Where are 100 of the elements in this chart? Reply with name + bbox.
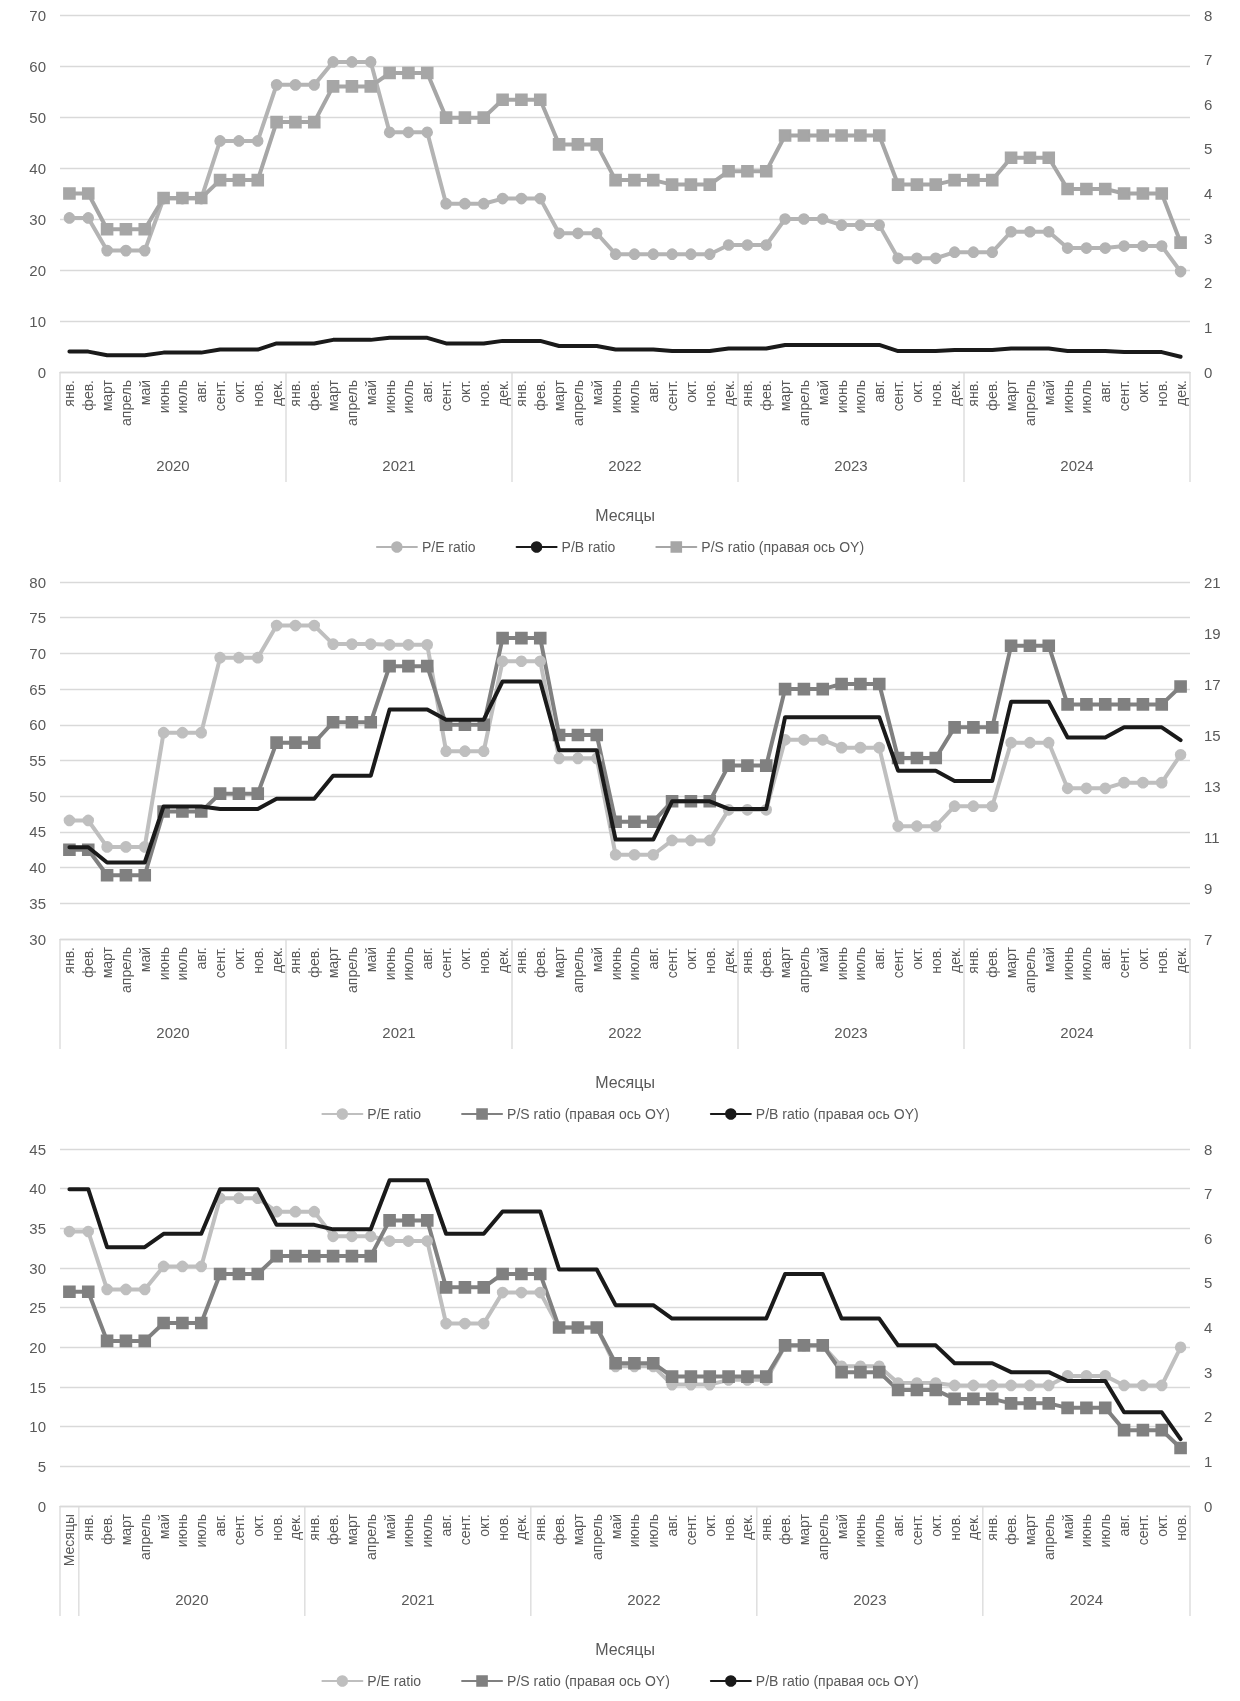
legend-label: P/S ratio (правая ось OY)	[507, 1673, 670, 1689]
x-tick-label: авг.	[1097, 947, 1114, 970]
x-tick-label: сент.	[212, 380, 229, 412]
point	[759, 1370, 773, 1383]
x-tick-label: окт.	[927, 1514, 944, 1537]
x-tick-label: май	[362, 947, 379, 973]
x-tick-label: сент.	[212, 947, 229, 979]
x-tick-label: сент.	[890, 947, 907, 979]
point	[270, 619, 283, 632]
point	[326, 1249, 340, 1263]
point	[609, 1356, 622, 1370]
text: 2021	[382, 456, 416, 474]
point	[628, 815, 641, 828]
x-tick-label: окт.	[230, 947, 247, 970]
x-tick-label: нов.	[1172, 1514, 1189, 1541]
point	[232, 1267, 246, 1281]
y-tick-label: 20	[29, 1338, 46, 1356]
point	[81, 1285, 95, 1299]
x-tick-label: сент.	[1134, 1514, 1151, 1546]
legend-label: P/E ratio	[367, 1106, 422, 1122]
point	[628, 1356, 641, 1370]
point	[345, 1249, 359, 1263]
point	[873, 741, 886, 754]
point	[402, 66, 415, 80]
text: 2024	[1069, 1590, 1104, 1608]
point	[1024, 736, 1036, 749]
x-tick-label: янв.	[61, 380, 78, 407]
x-tick-label: июль	[193, 1514, 210, 1548]
x-tick-label: окт.	[908, 947, 925, 970]
x-tick-label: фев.	[777, 1514, 794, 1545]
point	[685, 834, 697, 847]
legend-label: P/B ratio	[561, 539, 616, 555]
text: 2020	[156, 1023, 190, 1041]
x-tick-label: июнь	[381, 947, 398, 981]
point	[289, 79, 302, 91]
x-tick-label: март	[795, 1513, 812, 1546]
point	[63, 814, 76, 827]
point	[533, 93, 547, 107]
point	[233, 651, 245, 664]
point	[82, 1225, 95, 1238]
point	[1042, 1379, 1055, 1392]
point	[1136, 187, 1150, 200]
point	[119, 868, 133, 882]
point	[590, 227, 603, 240]
point	[703, 834, 716, 847]
point	[176, 1260, 189, 1273]
point	[289, 736, 302, 749]
x-tick-label: март	[1021, 1513, 1038, 1546]
x-tick-label: дек.	[946, 380, 963, 406]
x-tick-label: янв.	[287, 380, 304, 407]
x-tick-label: авг.	[193, 380, 210, 403]
point	[873, 219, 886, 231]
x-tick-label: фев.	[532, 947, 549, 978]
y-tick-label: 55	[29, 752, 46, 769]
point	[100, 868, 114, 882]
point	[138, 244, 151, 257]
point	[1117, 187, 1131, 200]
point	[948, 1392, 961, 1406]
x-tick-label: март	[1003, 946, 1020, 979]
point	[1004, 639, 1018, 653]
point	[533, 1267, 547, 1281]
point	[327, 1230, 339, 1243]
point	[402, 1235, 415, 1247]
point	[364, 80, 378, 93]
x-tick-label: март	[777, 379, 794, 412]
point	[82, 814, 95, 827]
x-tick-label: фев.	[306, 947, 323, 978]
point	[685, 248, 697, 260]
x-tick-label: сент.	[682, 1514, 699, 1546]
y2-tick-label: 7	[1204, 930, 1213, 948]
x-tick-label: сент.	[664, 380, 681, 412]
x-tick-label: июнь	[833, 380, 850, 414]
point	[440, 1317, 452, 1330]
point	[308, 619, 321, 632]
y2-tick-label: 2	[1204, 1408, 1213, 1426]
x-tick-label: фев.	[325, 1514, 342, 1545]
x-tick-label: июнь	[400, 1514, 417, 1548]
y2-tick-label: 8	[1204, 1140, 1213, 1158]
x-tick-label: авг.	[645, 947, 662, 970]
y-tick-label: 45	[29, 1140, 46, 1158]
legend-label: P/E ratio	[421, 539, 476, 555]
text: 2023	[834, 1023, 868, 1041]
point	[1137, 240, 1149, 252]
point	[345, 80, 359, 93]
x-tick-label: март	[99, 946, 116, 979]
point	[759, 759, 773, 772]
point	[1118, 776, 1130, 789]
x-tick-label: сент.	[1116, 947, 1133, 979]
point	[929, 178, 943, 191]
x-tick-label: май	[814, 380, 831, 406]
x-tick-label: июнь	[607, 380, 624, 414]
point	[967, 246, 980, 258]
point	[835, 677, 848, 691]
x-tick-label: апрель	[117, 380, 134, 426]
point	[138, 1334, 152, 1348]
point	[1117, 698, 1131, 711]
x-tick-label: июнь	[852, 1514, 869, 1548]
point	[816, 129, 830, 142]
point	[138, 868, 152, 882]
point	[985, 173, 999, 187]
